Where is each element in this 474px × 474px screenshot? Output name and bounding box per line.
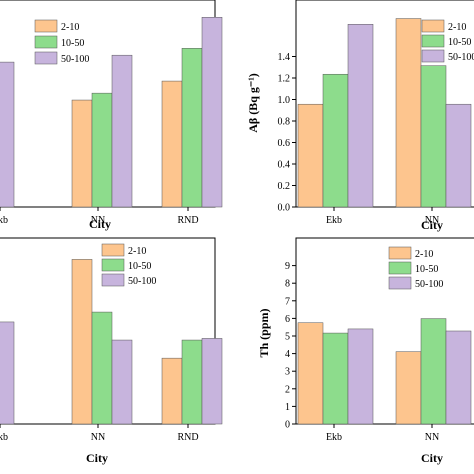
- legend-label: 50-100: [415, 279, 443, 290]
- y-tick-label: 0.8: [278, 117, 291, 128]
- y-tick-label: 1: [285, 402, 290, 413]
- bar-50-100-Ekb: [347, 24, 374, 208]
- legend-swatch-50-100: [34, 51, 58, 65]
- x-tick-label: NN: [91, 432, 105, 443]
- y-tick-label: 1.4: [278, 52, 291, 63]
- legend-swatch-50-100: [388, 276, 412, 290]
- x-axis-title: City: [421, 218, 443, 232]
- y-tick-label: 0.4: [278, 160, 291, 171]
- legend-swatch-2-10: [34, 19, 58, 33]
- legend-label: 10-50: [415, 264, 438, 275]
- bar-2-10-Ekb: [297, 322, 324, 425]
- x-tick-label: NN: [425, 215, 439, 226]
- bar-10-50-RND: [181, 339, 203, 425]
- y-tick-label: 2: [285, 384, 290, 395]
- bar-50-100-Ekb: [0, 321, 15, 425]
- bar-2-10-NN: [71, 259, 93, 425]
- legend: 2-10 10-50 50-100: [101, 243, 156, 287]
- bar-10-50-Ekb: [322, 73, 349, 208]
- bar-50-100-NN: [111, 339, 133, 425]
- x-axis-title: City: [86, 451, 108, 465]
- legend-label: 2-10: [61, 22, 79, 33]
- legend-swatch-50-100: [421, 49, 445, 63]
- legend-swatch-10-50: [34, 35, 58, 49]
- bar-10-50-RND: [181, 48, 203, 208]
- y-axis-title: Aβ (Bq g⁻¹): [246, 73, 260, 133]
- y-tick-label: 0.6: [278, 138, 291, 149]
- y-tick-label: 5: [285, 332, 290, 343]
- y-tick-label: 0: [285, 420, 290, 431]
- x-tick-label: NN: [91, 215, 105, 226]
- bar-50-100-Ekb: [347, 328, 374, 425]
- y-tick-label: 6: [285, 314, 290, 325]
- legend-label: 50-100: [448, 52, 474, 63]
- x-tick-label: Ekb: [0, 215, 8, 226]
- legend-swatch-2-10: [421, 19, 445, 33]
- chart-panel-top-left: Ekb NN RND City 2-10 10-50 50-100: [0, 0, 223, 231]
- x-tick-label: RND: [177, 432, 198, 443]
- bar-50-100-RND: [201, 338, 223, 425]
- y-tick-label: 0.2: [278, 181, 291, 192]
- legend: 2-10 10-50 50-100: [421, 19, 474, 63]
- chart-panel-bottom-left: Ekb NN RND City 2-10 10-50 50-100: [0, 237, 223, 465]
- x-tick-label: Ekb: [326, 215, 342, 226]
- y-tick-label: 7: [285, 296, 290, 307]
- bar-50-100-Ekb: [0, 61, 15, 208]
- legend-swatch-2-10: [388, 246, 412, 260]
- legend-label: 50-100: [61, 54, 89, 65]
- y-tick-label: 4: [285, 349, 290, 360]
- bar-50-100-NN: [445, 330, 472, 425]
- x-tick-label: Ekb: [326, 432, 342, 443]
- x-tick-label: NN: [425, 432, 439, 443]
- x-tick-label: RND: [177, 215, 198, 226]
- x-tick-label: Ekb: [0, 432, 8, 443]
- legend-label: 2-10: [128, 246, 146, 257]
- bar-2-10-RND: [161, 80, 183, 208]
- y-axis-title: Th (ppm): [257, 308, 271, 357]
- bar-50-100-RND: [201, 17, 223, 208]
- bar-10-50-NN: [91, 92, 113, 208]
- legend-label: 50-100: [128, 276, 156, 287]
- x-axis-title: City: [421, 451, 443, 465]
- y-tick-label: 0.0: [278, 203, 291, 214]
- legend-label: 10-50: [448, 37, 471, 48]
- chart-panel-top-right: Ekb NN 0.0 0.2 0.4 0.6 0.8 1.0 1.2 1.4 Aβ (Bq g⁻¹)…: [246, 0, 474, 232]
- y-tick-label: 8: [285, 279, 290, 290]
- bar-10-50-Ekb: [322, 332, 349, 425]
- bar-50-100-NN: [445, 103, 472, 208]
- bar-2-10-NN: [395, 351, 422, 425]
- y-tick-label: 3: [285, 367, 290, 378]
- chart-panel-bottom-right: Ekb NN 0 1 2 3 4 5 6 7 8 9 Th (ppm) City 2-10 10-50 50-1…: [257, 237, 474, 465]
- x-axis-title: City: [89, 217, 111, 231]
- legend-label: 10-50: [128, 261, 151, 272]
- bar-2-10-RND: [161, 357, 183, 425]
- bar-10-50-NN: [420, 65, 447, 208]
- y-tick-label: 1.0: [278, 95, 291, 106]
- legend-swatch-2-10: [101, 243, 125, 257]
- y-tick-label: 9: [285, 261, 290, 272]
- legend-label: 2-10: [415, 249, 433, 260]
- bar-50-100-NN: [111, 54, 133, 208]
- bar-2-10-NN: [71, 99, 93, 208]
- legend-swatch-10-50: [388, 261, 412, 275]
- y-tick-label: 1.2: [278, 74, 291, 85]
- bar-2-10-NN: [395, 18, 422, 208]
- legend-label: 10-50: [61, 38, 84, 49]
- legend-swatch-10-50: [101, 258, 125, 272]
- legend: 2-10 10-50 50-100: [34, 19, 89, 65]
- bar-2-10-Ekb: [297, 103, 324, 208]
- legend-swatch-50-100: [101, 273, 125, 287]
- legend-swatch-10-50: [421, 34, 445, 48]
- bar-10-50-NN: [420, 318, 447, 425]
- legend-label: 2-10: [448, 22, 466, 33]
- bar-10-50-NN: [91, 311, 113, 425]
- legend: 2-10 10-50 50-100: [388, 246, 443, 290]
